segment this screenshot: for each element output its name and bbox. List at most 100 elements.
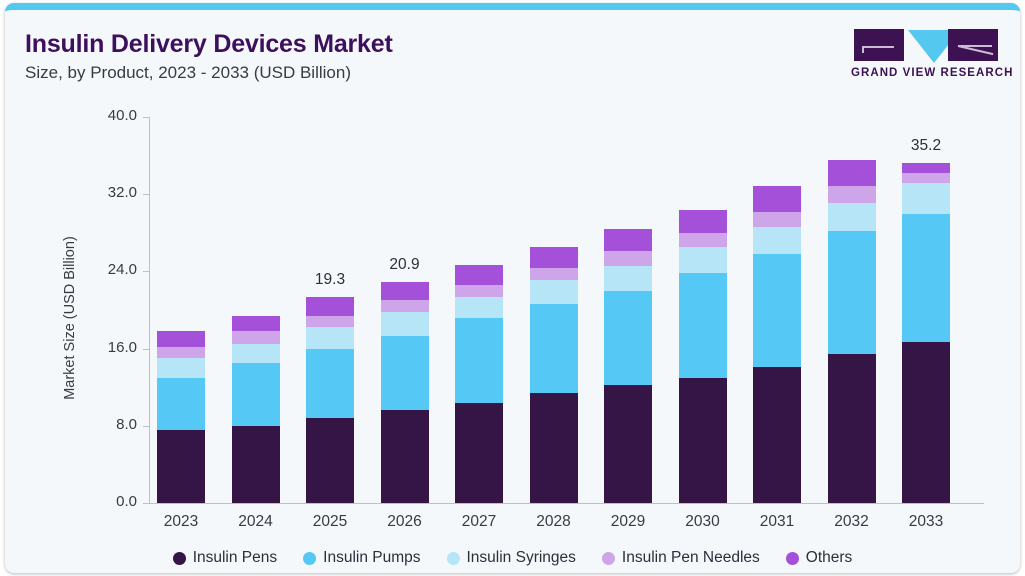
bar-2023[interactable] xyxy=(157,10,205,503)
legend-item-insulin-pens[interactable]: Insulin Pens xyxy=(172,549,277,567)
bar-segment-insulin-pens[interactable] xyxy=(604,385,652,503)
legend-item-insulin-syringes[interactable]: Insulin Syringes xyxy=(446,549,576,567)
bar-segment-insulin-pen-needles[interactable] xyxy=(678,232,727,248)
bar-segment-insulin-syringes[interactable] xyxy=(529,280,578,305)
bar-segment-insulin-pen-needles[interactable] xyxy=(529,267,578,281)
bar-segment-insulin-pumps[interactable] xyxy=(902,214,950,342)
bar-segment-insulin-pumps[interactable] xyxy=(529,304,578,393)
bar-segment-insulin-syringes[interactable] xyxy=(604,265,652,291)
bar-segment-others[interactable] xyxy=(604,228,652,252)
bar-segment-insulin-pumps[interactable] xyxy=(231,363,280,426)
y-tick-mark xyxy=(143,271,150,273)
bar-segment-insulin-pumps[interactable] xyxy=(455,317,503,403)
y-tick-label: 40.0 xyxy=(107,107,137,124)
chart-header: Insulin Delivery Devices Market Size, by… xyxy=(5,10,1020,98)
x-tick-label-2023: 2023 xyxy=(163,513,199,530)
bar-segment-insulin-pens[interactable] xyxy=(455,402,503,503)
bar-segment-others[interactable] xyxy=(753,185,801,212)
y-tick-mark xyxy=(143,117,150,118)
bar-segment-insulin-pens[interactable] xyxy=(306,418,354,503)
bar-segment-insulin-pen-needles[interactable] xyxy=(604,251,652,266)
bar-segment-insulin-pumps[interactable] xyxy=(678,273,727,378)
legend-item-insulin-pumps[interactable]: Insulin Pumps xyxy=(303,549,421,567)
legend-label: Insulin Syringes xyxy=(466,549,576,566)
bar-segment-insulin-pens[interactable] xyxy=(529,392,578,503)
bar-segment-others[interactable] xyxy=(902,163,950,173)
bar-segment-insulin-pens[interactable] xyxy=(157,429,205,503)
bar-segment-insulin-syringes[interactable] xyxy=(380,311,429,337)
legend-label: Insulin Pumps xyxy=(323,549,421,566)
logo-marks xyxy=(846,29,1006,63)
bar-segment-insulin-pen-needles[interactable] xyxy=(827,186,876,203)
y-tick-mark xyxy=(143,194,150,196)
bar-segment-others[interactable] xyxy=(380,282,429,301)
x-tick-label-2033: 2033 xyxy=(908,513,944,530)
bar-segment-insulin-pen-needles[interactable] xyxy=(380,300,429,312)
y-tick-label: 24.0 xyxy=(107,261,137,279)
x-tick-label-2032: 2032 xyxy=(834,513,869,530)
bar-segment-insulin-syringes[interactable] xyxy=(306,327,354,349)
bar-segment-others[interactable] xyxy=(678,209,727,233)
x-tick-label-2031: 2031 xyxy=(759,513,795,530)
bar-segment-insulin-pumps[interactable] xyxy=(306,348,354,419)
bar-segment-insulin-pen-needles[interactable] xyxy=(157,346,205,359)
bar-value-label-2033: 35.2 xyxy=(910,137,942,155)
bar-segment-insulin-pumps[interactable] xyxy=(604,290,652,386)
bar-segment-insulin-pens[interactable] xyxy=(231,425,280,503)
bar-2033[interactable] xyxy=(902,10,950,503)
bar-segment-insulin-pumps[interactable] xyxy=(753,254,801,367)
bar-2032[interactable] xyxy=(827,10,876,503)
legend-label: Insulin Pen Needles xyxy=(621,549,760,566)
y-axis-line xyxy=(149,117,150,504)
legend-swatch-icon xyxy=(446,551,460,565)
bar-segment-others[interactable] xyxy=(455,264,503,285)
bar-segment-insulin-pen-needles[interactable] xyxy=(306,315,354,328)
x-tick-label-2025: 2025 xyxy=(312,513,348,530)
logo-left-rect-icon xyxy=(854,29,904,61)
bar-segment-others[interactable] xyxy=(231,315,280,332)
bar-2026[interactable] xyxy=(380,10,429,503)
bar-segment-insulin-pen-needles[interactable] xyxy=(231,331,280,344)
bar-segment-insulin-pumps[interactable] xyxy=(380,336,429,411)
bar-2027[interactable] xyxy=(455,10,503,503)
bar-segment-insulin-pen-needles[interactable] xyxy=(753,211,801,227)
y-tick-label: 16.0 xyxy=(107,338,137,356)
bar-segment-others[interactable] xyxy=(306,297,354,316)
bar-segment-insulin-pumps[interactable] xyxy=(157,377,205,430)
bar-segment-insulin-syringes[interactable] xyxy=(827,202,876,231)
bar-segment-others[interactable] xyxy=(157,331,205,347)
bar-segment-insulin-pumps[interactable] xyxy=(827,230,876,355)
bar-segment-insulin-pens[interactable] xyxy=(753,366,801,503)
y-tick-mark xyxy=(143,425,150,427)
legend-label: Others xyxy=(805,549,853,566)
bar-segment-insulin-pens[interactable] xyxy=(827,354,876,503)
bar-segment-others[interactable] xyxy=(529,247,578,268)
x-tick-label-2024: 2024 xyxy=(238,513,273,530)
legend-swatch-icon xyxy=(785,551,799,565)
bar-segment-insulin-pen-needles[interactable] xyxy=(902,172,950,183)
bar-2024[interactable] xyxy=(231,10,280,503)
bar-segment-insulin-syringes[interactable] xyxy=(902,182,950,215)
bar-2028[interactable] xyxy=(529,10,578,503)
bar-2025[interactable] xyxy=(306,10,354,503)
bar-2031[interactable] xyxy=(753,10,801,503)
bar-value-label-2026: 20.9 xyxy=(389,256,420,273)
bar-segment-insulin-syringes[interactable] xyxy=(753,227,801,255)
bar-value-label-2025: 19.3 xyxy=(314,271,346,289)
bar-segment-insulin-syringes[interactable] xyxy=(455,297,503,318)
bar-segment-others[interactable] xyxy=(827,160,876,187)
legend-item-others[interactable]: Others xyxy=(785,549,853,567)
x-tick-label-2027: 2027 xyxy=(461,513,497,530)
bar-segment-insulin-pens[interactable] xyxy=(902,341,950,503)
bar-2030[interactable] xyxy=(678,10,727,503)
bar-segment-insulin-syringes[interactable] xyxy=(157,358,205,378)
bar-segment-insulin-pen-needles[interactable] xyxy=(455,284,503,298)
bar-segment-insulin-syringes[interactable] xyxy=(678,247,727,274)
bar-segment-insulin-pens[interactable] xyxy=(380,410,429,503)
y-tick-mark xyxy=(143,348,150,350)
legend-item-insulin-pen-needles[interactable]: Insulin Pen Needles xyxy=(601,549,760,567)
x-tick-label-2029: 2029 xyxy=(610,513,646,530)
bar-2029[interactable] xyxy=(604,10,652,503)
bar-segment-insulin-syringes[interactable] xyxy=(231,343,280,364)
bar-segment-insulin-pens[interactable] xyxy=(678,377,727,503)
